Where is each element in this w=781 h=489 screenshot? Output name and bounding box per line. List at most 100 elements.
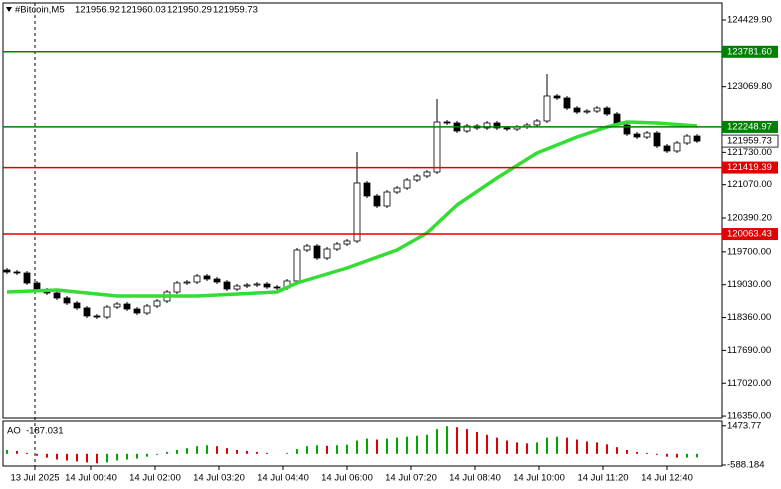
x-tick-label: 14 Jul 10:00	[513, 473, 565, 484]
candle-body	[353, 182, 361, 242]
candle-body	[23, 272, 31, 284]
candle-body	[53, 292, 61, 299]
level-label: 122248.97	[727, 121, 772, 132]
candle-body	[673, 142, 681, 152]
level-label-box	[722, 161, 778, 174]
candle-body	[3, 269, 11, 273]
candle-body	[113, 303, 121, 308]
y-tick-label: 119030.00	[727, 279, 771, 290]
candle-body	[123, 303, 131, 310]
candle-body	[503, 127, 511, 130]
moving-average	[6, 120, 698, 298]
x-tick-label: 14 Jul 06:00	[321, 473, 373, 484]
candle-body	[493, 122, 501, 129]
candle-body	[213, 278, 221, 283]
candle-body	[483, 122, 491, 129]
y-tick-label: 118360.00	[727, 312, 771, 323]
y-tick-label: 124429.90	[727, 15, 772, 26]
y-tick-label: 117020.00	[727, 378, 771, 389]
y-tick-label: 116350.00	[727, 411, 771, 422]
candle-body	[243, 284, 251, 287]
x-tick-label: 14 Jul 07:20	[385, 473, 437, 484]
y-tick-label: 117690.00	[727, 345, 771, 356]
candle-body	[393, 187, 401, 193]
y-tick-label: 120390.20	[727, 213, 772, 224]
y-tick-label: 119700.00	[727, 246, 771, 257]
candle-body	[313, 245, 321, 259]
level-label-box	[722, 228, 778, 241]
candle-body	[153, 300, 161, 307]
quote-close: 121959.73	[213, 5, 258, 16]
candle-body	[533, 120, 541, 126]
candle-body	[583, 110, 591, 113]
candle-body	[463, 125, 471, 132]
x-tick-label: 13 Jul 2025	[10, 473, 59, 484]
symbol-title: #Bitcoin,M5	[15, 5, 65, 16]
candle-body	[323, 248, 331, 259]
indicator-value: -187.031	[26, 426, 64, 437]
level-label-box	[722, 45, 778, 58]
candle-body	[663, 145, 671, 152]
candle-body	[33, 282, 41, 291]
candle-body	[573, 107, 581, 113]
symbol-arrow	[6, 7, 12, 12]
ao-tick-label: -588.184	[727, 460, 765, 471]
candle-body	[233, 285, 241, 290]
candle-body	[63, 297, 71, 304]
x-tick-label: 14 Jul 12:40	[641, 473, 693, 484]
last-price-label: 121959.73	[727, 136, 772, 147]
candle-body	[223, 281, 231, 290]
candle-body	[293, 249, 301, 282]
y-tick-label: 121070.00	[727, 179, 772, 190]
y-tick-label: 121730.00	[727, 147, 772, 158]
candle-body	[643, 132, 651, 138]
candle-body	[433, 121, 441, 173]
level-label: 120063.43	[727, 229, 772, 240]
x-tick-label: 14 Jul 03:20	[193, 473, 245, 484]
candle-body	[623, 124, 631, 135]
x-tick-label: 14 Jul 11:20	[577, 473, 628, 484]
candle-body	[593, 107, 601, 112]
candle-body	[273, 286, 281, 289]
candle-body	[143, 305, 151, 314]
quote-open: 121956.92	[75, 5, 120, 16]
candle-body	[403, 179, 411, 189]
candle-body	[683, 135, 691, 144]
candle-body	[363, 182, 371, 197]
level-label: 121419.39	[727, 162, 772, 173]
level-label-box	[722, 120, 778, 133]
indicator-name: AO	[7, 426, 21, 437]
main-frame	[2, 2, 723, 419]
candle-body	[103, 306, 111, 318]
ao-tick-label: 1473.77	[727, 420, 761, 431]
candle-body	[303, 245, 311, 251]
candle-body	[443, 121, 451, 124]
x-tick-label: 14 Jul 04:40	[257, 473, 309, 484]
candle-body	[553, 95, 561, 99]
candle-body	[543, 95, 551, 122]
candle-body	[633, 133, 641, 138]
candle-body	[413, 175, 421, 181]
quote-high: 121960.03	[121, 5, 166, 16]
candle-body	[73, 302, 81, 309]
x-tick-label: 14 Jul 08:40	[449, 473, 501, 484]
candle-body	[693, 135, 701, 142]
candle-body	[373, 195, 381, 207]
candle-body	[333, 243, 341, 250]
candle-body	[93, 315, 101, 318]
candle-body	[653, 132, 661, 147]
x-tick-label: 14 Jul 00:40	[65, 473, 117, 484]
quote-low: 121950.29	[167, 5, 212, 16]
candle-body	[603, 107, 611, 115]
candle-body	[173, 282, 181, 293]
candle-body	[423, 171, 431, 177]
last-price-box	[721, 134, 779, 148]
candle-body	[183, 281, 191, 284]
candle-body	[343, 240, 351, 245]
candle-body	[263, 283, 271, 288]
y-tick-label: 123069.80	[727, 81, 772, 92]
candle-body	[383, 191, 391, 207]
candle-body	[203, 275, 211, 280]
candle-body	[133, 308, 141, 314]
